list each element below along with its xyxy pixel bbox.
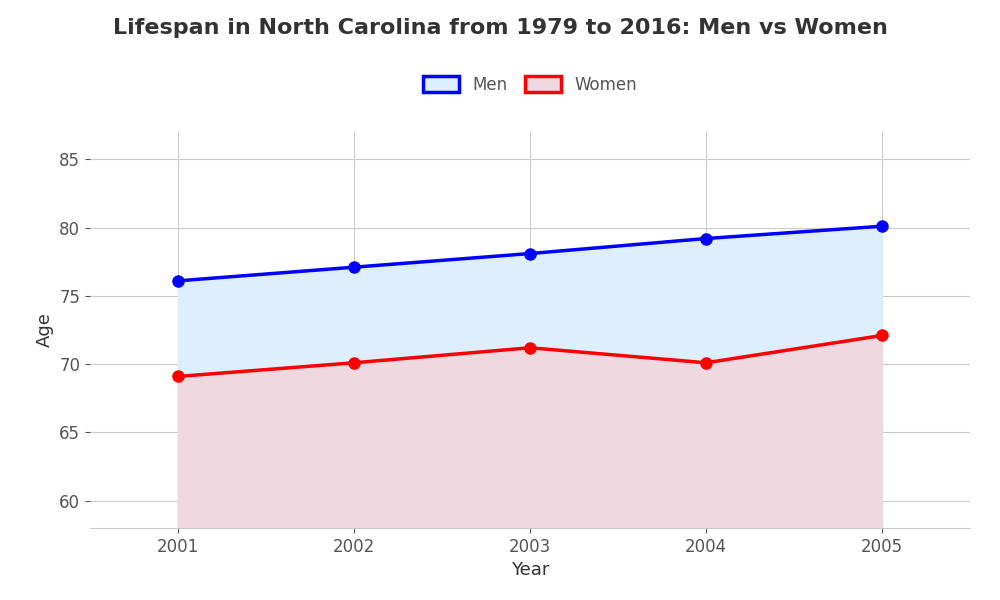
Line: Women: Women <box>172 330 888 382</box>
Line: Men: Men <box>172 221 888 286</box>
Women <box>876 332 888 339</box>
Legend: Men, Women: Men, Women <box>416 69 644 100</box>
Men <box>172 277 184 284</box>
Women <box>348 359 360 367</box>
Men <box>524 250 536 257</box>
Women <box>700 359 712 367</box>
Women <box>172 373 184 380</box>
Men <box>348 263 360 271</box>
Men <box>700 235 712 242</box>
Women <box>524 344 536 352</box>
Y-axis label: Age: Age <box>36 313 54 347</box>
X-axis label: Year: Year <box>511 561 549 579</box>
Text: Lifespan in North Carolina from 1979 to 2016: Men vs Women: Lifespan in North Carolina from 1979 to … <box>113 18 887 38</box>
Men <box>876 223 888 230</box>
